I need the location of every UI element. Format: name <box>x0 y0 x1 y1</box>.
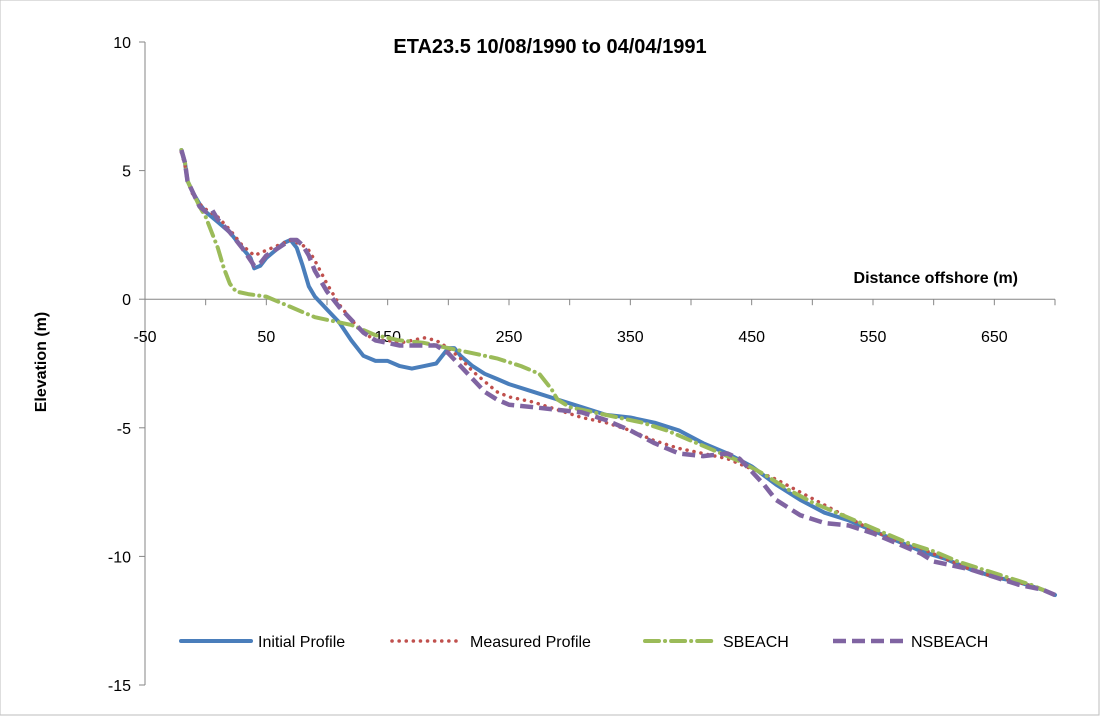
x-tick-label: 550 <box>860 329 887 346</box>
y-axis-label: Elevation (m) <box>33 312 50 412</box>
y-tick-label: -5 <box>117 421 131 438</box>
legend-label: Initial Profile <box>258 634 345 651</box>
y-tick-label: -15 <box>108 678 131 695</box>
legend-item-4: NSBEACH <box>833 634 988 651</box>
x-tick-label: -50 <box>133 329 156 346</box>
legend: Initial Profile Measured Profile SBEACH NSB… <box>179 634 988 651</box>
series-line-1 <box>179 148 1057 597</box>
x-tick-label: 250 <box>496 329 523 346</box>
chart-title: ETA23.5 10/08/1990 to 04/04/1991 <box>393 36 706 58</box>
legend-label: SBEACH <box>723 634 789 651</box>
x-tick-label: 50 <box>257 329 275 346</box>
series-line-4 <box>179 149 1056 598</box>
x-tick-label: 350 <box>617 329 644 346</box>
y-tick-label: -10 <box>108 549 131 566</box>
series-layer <box>179 148 1057 598</box>
legend-item-2: Measured Profile <box>390 634 591 651</box>
legend-label: Measured Profile <box>470 634 591 651</box>
y-tick-label: 0 <box>122 292 131 309</box>
x-tick-label: 650 <box>981 329 1008 346</box>
y-tick-label: 5 <box>122 164 131 181</box>
x-axis-label: Distance offshore (m) <box>854 270 1018 287</box>
legend-item-3: SBEACH <box>643 634 789 651</box>
legend-label: NSBEACH <box>911 634 988 651</box>
legend-item-1: Initial Profile <box>179 634 345 651</box>
x-tick-label: 450 <box>738 329 765 346</box>
y-tick-label: 10 <box>113 35 131 52</box>
series-line-3 <box>179 148 1057 597</box>
